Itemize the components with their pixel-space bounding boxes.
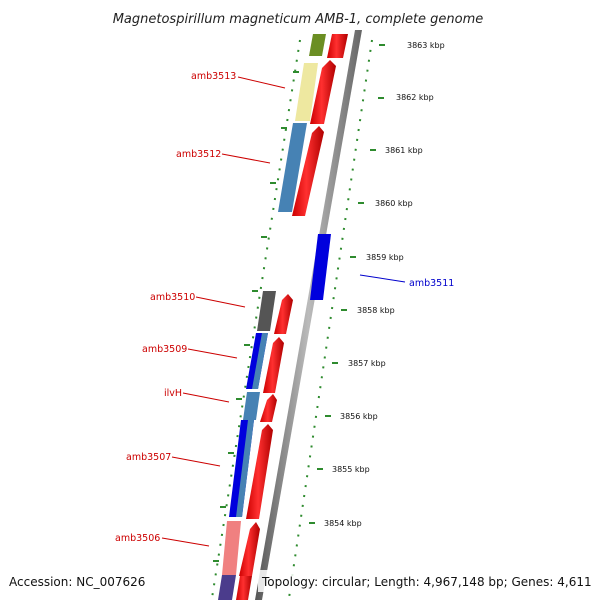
genome-backbone [255,30,362,600]
kbp-label: 3857 kbp [348,359,386,368]
gene-block-amb3512 [278,123,307,212]
inner-dotted-ring [211,39,301,599]
leader-line [187,348,238,359]
gene-label-amb3513[interactable]: amb3513 [191,71,236,82]
kbp-label: 3856 kbp [340,412,378,421]
outer-tick-ring [288,39,385,599]
cds-track [236,34,348,600]
cds-arrow [239,522,260,576]
kbp-label: 3855 kbp [332,465,370,474]
cds-arrow [310,60,336,124]
outer-dotted-ring [288,39,373,599]
functional-track [218,34,331,600]
kbp-label: 3861 kbp [385,146,423,155]
kbp-label: 3860 kbp [375,199,413,208]
cds-arrow [236,576,252,600]
accession-text: Accession: NC_007626 [9,575,145,589]
cds-arrow [274,294,293,334]
leader-line [195,296,246,308]
footer-backdrop [258,570,598,592]
gene-block-amb3509-b [252,333,268,389]
gene-labels: amb3513 amb3512 amb3511 amb3510 amb3509 … [115,71,454,544]
gene-block-ilvH [243,392,260,420]
kbp-label: 3863 kbp [407,41,445,50]
gene-block-bottom [218,575,236,600]
topology-text: Topology: circular; Length: 4,967,148 bp… [261,575,592,589]
gene-label-amb3506[interactable]: amb3506 [115,533,160,544]
gene-block-olive [309,34,326,56]
cds-arrow [327,34,348,58]
gene-label-amb3511[interactable]: amb3511 [409,278,454,289]
gene-block-amb3510 [257,291,276,331]
gene-block-amb3511 [310,234,331,300]
gene-block-amb3507-b [236,420,254,517]
cds-arrow [263,337,284,393]
cds-arrow [292,126,324,216]
kbp-label: 3858 kbp [357,306,395,315]
leader-line [182,392,230,403]
leader-line [161,537,210,547]
kbp-label: 3862 kbp [396,93,434,102]
leader-line [171,456,221,467]
cds-arrow [260,394,277,422]
gene-label-amb3507[interactable]: amb3507 [126,452,171,463]
leader-line [359,274,406,283]
kbp-label: 3859 kbp [366,253,404,262]
map-title: Magnetospirillum magneticum AMB-1, compl… [113,12,484,27]
gene-label-amb3512[interactable]: amb3512 [176,149,221,160]
inner-tick-ring [211,39,301,599]
label-leaders [161,76,406,547]
kbp-labels: 3863 kbp 3862 kbp 3861 kbp 3860 kbp 3859… [324,41,445,528]
leader-line [221,153,271,164]
gene-label-amb3509[interactable]: amb3509 [142,344,187,355]
leader-line [237,76,286,89]
gene-block-amb3506 [222,521,241,575]
kbp-label: 3854 kbp [324,519,362,528]
gene-label-amb3510[interactable]: amb3510 [150,292,195,303]
gene-block-amb3513 [295,63,318,121]
cds-arrow [246,424,273,519]
gene-label-ilvH[interactable]: ilvH [164,388,182,399]
